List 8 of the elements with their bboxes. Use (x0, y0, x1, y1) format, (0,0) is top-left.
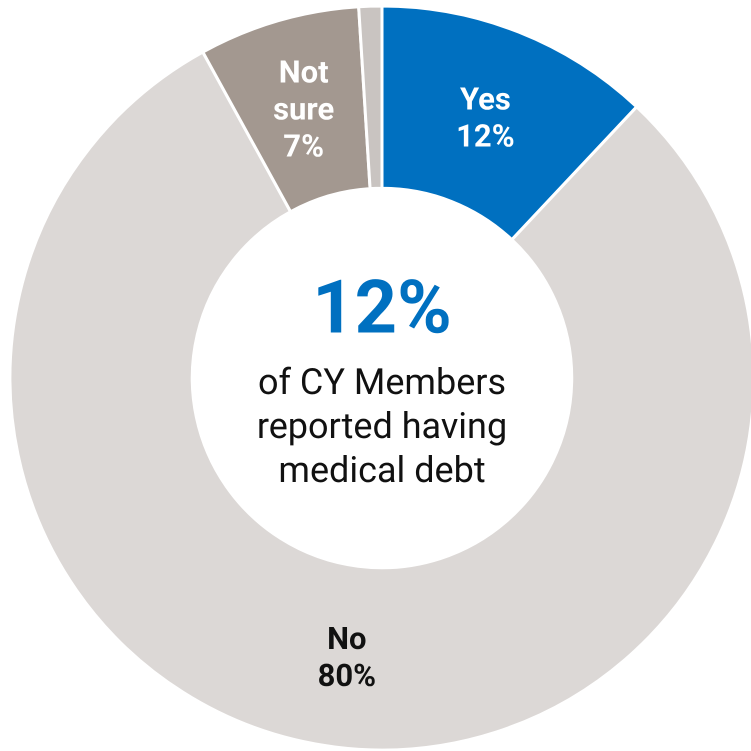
text: 12% (312, 264, 452, 352)
text: of CY Members reported having medical debt (256, 361, 508, 491)
slice-label: No (327, 620, 366, 657)
data-label: 7% (283, 126, 324, 164)
slice-label: Yes (460, 80, 511, 117)
slice-label: Not sure (273, 52, 334, 127)
data-label: 12% (456, 116, 515, 154)
data-label: 80% (318, 656, 376, 694)
